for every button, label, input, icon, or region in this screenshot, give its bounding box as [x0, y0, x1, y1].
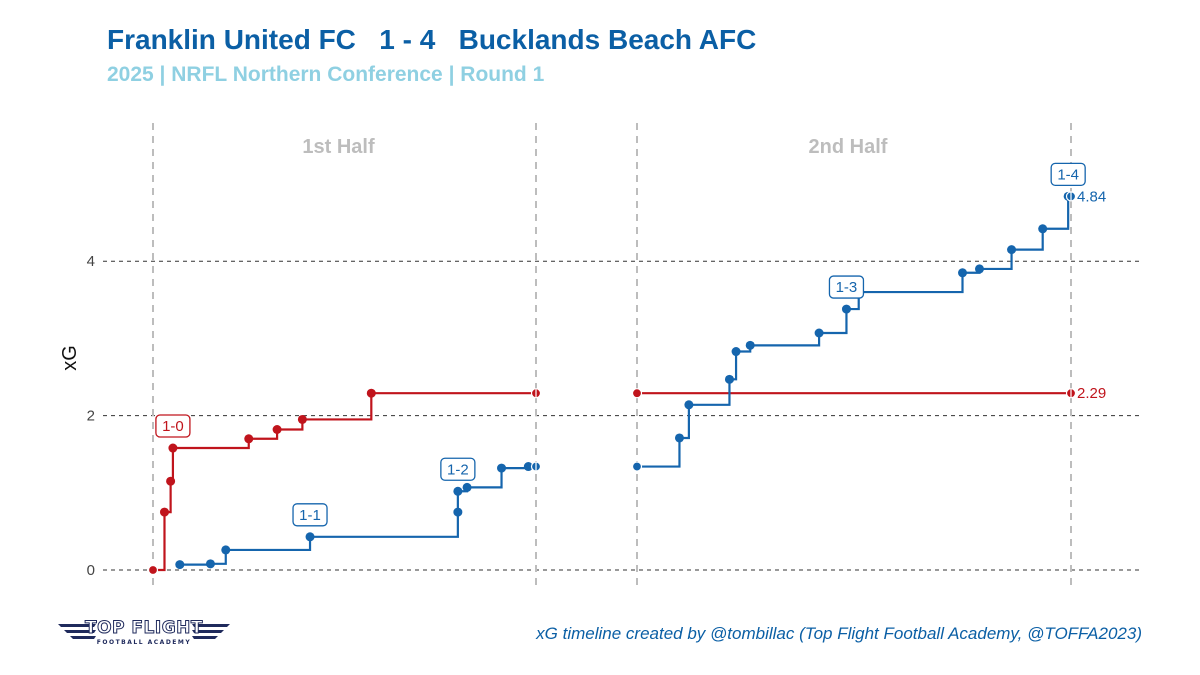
away-shot-point — [684, 400, 694, 410]
home-shot-point — [147, 564, 159, 576]
panel-label: 2nd Half — [809, 136, 888, 158]
away-shot-point — [745, 340, 755, 350]
away-shot-point — [731, 347, 741, 357]
home-shot-point — [159, 507, 169, 517]
away-shot-point — [631, 461, 643, 472]
away-shot-point — [305, 532, 315, 542]
home-shot-point — [244, 434, 254, 444]
goal-label-box — [292, 503, 328, 527]
away-shot-point — [205, 559, 215, 569]
home-shot-point — [631, 388, 643, 399]
y-tick-label: 2 — [87, 408, 95, 425]
home-shot-point — [297, 414, 307, 424]
logo-stripes-icon — [58, 624, 230, 639]
goal-score-text: 1-0 — [162, 418, 184, 435]
goal-label-box — [1050, 162, 1086, 187]
away-shot-point — [814, 328, 824, 338]
panel-label: 1st Half — [302, 136, 375, 158]
away-shot-point — [1038, 224, 1048, 234]
home-shot-point — [366, 388, 376, 398]
y-axis-label: xG — [59, 345, 81, 371]
goal-label-box — [828, 275, 865, 299]
away-xg-step-line — [637, 195, 1071, 468]
home-final-xg-label: 2.29 — [1077, 385, 1106, 402]
away-shot-point — [221, 545, 231, 555]
top-flight-logo: TOP FLIGHT FOOTBALL ACADEMY — [58, 618, 230, 650]
away-shot-point — [462, 482, 472, 492]
away-shot-point — [453, 486, 463, 496]
goal-label-box — [155, 414, 191, 438]
logo-sub-text: FOOTBALL ACADEMY — [96, 639, 192, 646]
logo-main-text: TOP FLIGHT — [85, 618, 203, 639]
goal-label: 1-2 — [440, 457, 476, 481]
home-shot-point — [272, 424, 282, 434]
goal-label: 1-0 — [155, 414, 191, 438]
away-shot-point — [523, 462, 533, 472]
away-xg-step-line — [179, 465, 536, 566]
goal-label-box — [440, 457, 476, 481]
home-shot-point — [166, 476, 176, 486]
goal-label: 1-4 — [1050, 162, 1086, 187]
away-shot-point — [674, 433, 684, 443]
chart-subtitle: 2025 | NRFL Northern Conference | Round … — [107, 63, 545, 86]
away-shot-point — [497, 463, 507, 473]
away-shot-point — [958, 268, 967, 278]
y-tick-label: 0 — [87, 562, 95, 579]
goal-score-text: 1-1 — [299, 507, 321, 524]
away-shot-point — [724, 374, 734, 384]
goal-score-text: 1-2 — [447, 461, 469, 478]
credit-text: xG timeline created by @tombillac (Top F… — [536, 624, 1142, 643]
y-tick-label: 4 — [87, 253, 95, 270]
away-shot-point — [974, 264, 984, 274]
goal-score-text: 1-3 — [836, 279, 858, 296]
away-shot-point — [453, 507, 463, 517]
away-shot-point — [1007, 245, 1017, 255]
away-shot-point — [841, 304, 851, 314]
goal-label: 1-3 — [828, 275, 865, 299]
home-shot-point — [168, 443, 178, 453]
goal-label: 1-1 — [292, 503, 328, 527]
away-final-xg-label: 4.84 — [1077, 188, 1106, 205]
chart-title: Franklin United FC 1 - 4 Bucklands Beach… — [107, 24, 757, 55]
goal-score-text: 1-4 — [1057, 166, 1079, 183]
away-shot-point — [175, 560, 185, 570]
home-xg-step-line — [153, 392, 536, 572]
